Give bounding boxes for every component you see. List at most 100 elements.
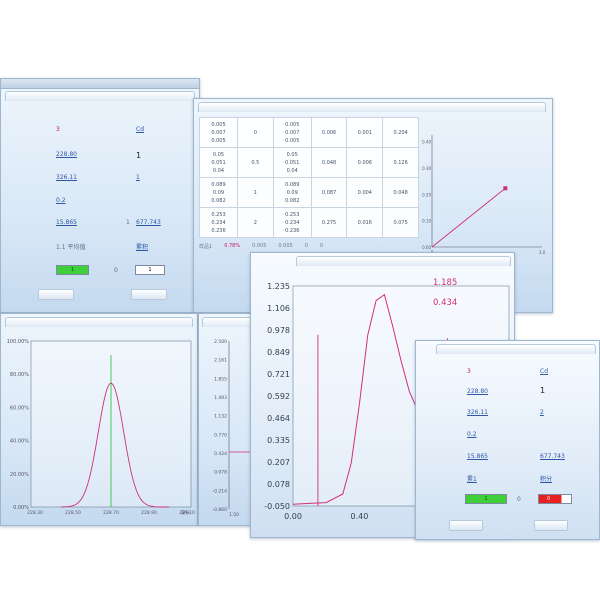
y-tick-label: 0.078	[214, 470, 227, 476]
window-tab[interactable]	[5, 91, 195, 101]
table-cell: 0.006	[310, 117, 348, 148]
wavelength-field[interactable]: 228.80	[56, 151, 77, 158]
area-value-label: 0.434	[433, 298, 457, 308]
ok-button[interactable]	[38, 289, 74, 300]
window-tab[interactable]	[198, 102, 546, 112]
wavelength-alt-field[interactable]: 326.11	[467, 409, 488, 416]
table-cell: 0.087	[310, 177, 348, 208]
y-tick-label: 0.464	[267, 414, 290, 423]
x-tick-label: 0.40	[351, 512, 369, 521]
table-cell: 0.005 0.007 0.005	[272, 117, 312, 148]
current-right-field[interactable]: 677.743	[136, 219, 161, 226]
table-cell: 0.089 0.09 0.082	[272, 177, 312, 208]
table-footer: 样品1 0.78% 0.005 0.005 0 0	[199, 243, 419, 251]
y-tick-label: 0.335	[267, 436, 290, 445]
table-row[interactable]: 0.005 0.007 0.005 0 0.005 0.007 0.005 0.006…	[199, 117, 419, 148]
x-tick-label: 228.30	[27, 510, 43, 516]
y-tick-label: 0.30	[422, 166, 431, 171]
table-cell: 0.275	[310, 207, 348, 238]
y-tick-label: 40.00%	[10, 439, 29, 445]
status-box-red[interactable]: 0	[538, 494, 572, 504]
signal-back-chart: 2.500 2.161 1.855 1.493 1.132 0.770 0.424 0.078…	[212, 339, 257, 518]
element-index: 3	[467, 368, 471, 375]
table-footer-cell: 0	[304, 243, 308, 249]
table-footer-cell: 0.78%	[224, 243, 241, 249]
calibration-window: 0.005 0.007 0.005 0 0.005 0.007 0.005 0.006…	[193, 98, 553, 313]
element-symbol[interactable]: Cd	[136, 126, 144, 133]
x-tick-label: 0.00	[284, 512, 302, 521]
y-tick-label: 20.00%	[10, 472, 29, 478]
table-cell: 0.005 0.007 0.005	[199, 117, 238, 148]
table-cell: 0.05 0.051 0.04	[272, 147, 312, 178]
y-tick-label: 0.00	[422, 245, 431, 250]
table-row[interactable]: 0.05 0.051 0.04 0.5 0.05 0.051 0.04 0.048 0.…	[199, 147, 419, 178]
calibration-line	[431, 187, 506, 248]
status-box-green[interactable]: 1	[465, 494, 507, 504]
sequence-value: 1	[136, 151, 142, 160]
cancel-button[interactable]	[534, 520, 568, 531]
mode-field[interactable]: 累积	[136, 244, 149, 251]
table-footer-cell: 0.005	[252, 243, 267, 249]
sequence-alt-field[interactable]: 2	[540, 409, 544, 416]
mode-label: 1.1 平均值	[56, 244, 86, 251]
current-right-field[interactable]: 677.743	[540, 453, 565, 460]
cancel-button[interactable]	[131, 289, 167, 300]
table-row[interactable]: 0.253 0.234 0.236 2 0.253 0.234 0.236 0.275…	[199, 207, 419, 238]
window-tab[interactable]	[202, 317, 256, 327]
table-row[interactable]: 0.089 0.09 0.082 1 0.089 0.09 0.082 0.087 0.…	[199, 177, 419, 208]
current-left-field[interactable]: 15.865	[467, 453, 488, 460]
table-cell: 0.126	[382, 147, 419, 178]
current-mid-value: 1	[126, 219, 130, 226]
wavelength-alt-field[interactable]: 326.11	[56, 174, 77, 181]
spectrum-chart: 100.00%80.00%60.00%40.00%20.00%0.00%228.…	[7, 339, 195, 516]
table-cell: 0.253 0.234 0.236	[272, 207, 312, 238]
y-tick-label: 0.721	[267, 370, 290, 379]
y-tick-label: 80.00%	[10, 372, 29, 378]
slit-field[interactable]: 0.2	[56, 197, 66, 204]
status-mid-label: 0	[517, 496, 521, 503]
x-tick-label: 228.90	[141, 510, 157, 516]
mode-right-field[interactable]: 积分	[540, 476, 553, 483]
x-tick-label: 1.50	[229, 512, 239, 518]
window-tab[interactable]	[436, 344, 596, 354]
wavelength-field[interactable]: 228.80	[467, 388, 488, 395]
ok-button[interactable]	[449, 520, 483, 531]
y-tick-label: -0.214	[212, 488, 227, 494]
y-tick-label: -0.860	[212, 507, 227, 513]
sequence-alt-field[interactable]: 1	[136, 174, 140, 181]
y-tick-label: 1.106	[267, 304, 290, 313]
slit-field[interactable]: 0.2	[467, 431, 477, 438]
spectrum-window: 100.00% 80.00% 60.00% 40.00% 20.00% 0.00% 228.…	[0, 313, 198, 526]
status-box-green[interactable]: 1	[56, 265, 89, 275]
table-cell: 0.016	[346, 207, 384, 238]
window-tab[interactable]	[5, 317, 193, 327]
y-tick-label: -0.050	[264, 502, 290, 511]
table-cell: 0.05 0.051 0.04	[199, 147, 238, 178]
element-index: 3	[56, 126, 60, 133]
mode-left-field[interactable]: 累1	[467, 476, 477, 483]
table-cell: 1	[236, 177, 274, 208]
table-cell: 0.001	[346, 117, 384, 148]
table-cell: 0.006	[346, 147, 384, 178]
table-cell: 0.204	[382, 117, 419, 148]
table-cell: 0.048	[310, 147, 348, 178]
status-box-white[interactable]: 1	[135, 265, 165, 275]
element-symbol[interactable]: Cd	[540, 368, 548, 375]
y-tick-label: 100.00%	[7, 339, 29, 345]
y-tick-label: 0.40	[422, 140, 431, 145]
x-tick-label: 228.50	[65, 510, 81, 516]
table-footer-cell: 样品1	[199, 244, 213, 250]
settings-window-front: 3 Cd 228.80 1 326.11 2 0.2 15.865 677.74…	[415, 340, 600, 540]
window-toolbar	[1, 79, 199, 89]
y-tick-label: 0.849	[267, 348, 290, 357]
table-cell: 0.253 0.234 0.236	[199, 207, 238, 238]
y-tick-label: 0.078	[267, 480, 290, 489]
current-left-field[interactable]: 15.865	[56, 219, 77, 226]
window-tab[interactable]	[296, 256, 511, 266]
x-unit-label: 波长	[181, 509, 190, 516]
y-tick-label: 0.978	[267, 326, 290, 335]
signal-window-back: 2.500 2.161 1.855 1.493 1.132 0.770 0.424 0.078…	[198, 313, 258, 526]
table-footer-cell: 0	[319, 243, 324, 249]
status-mid-label: 0	[114, 267, 118, 274]
y-tick-label: 1.493	[214, 395, 227, 401]
